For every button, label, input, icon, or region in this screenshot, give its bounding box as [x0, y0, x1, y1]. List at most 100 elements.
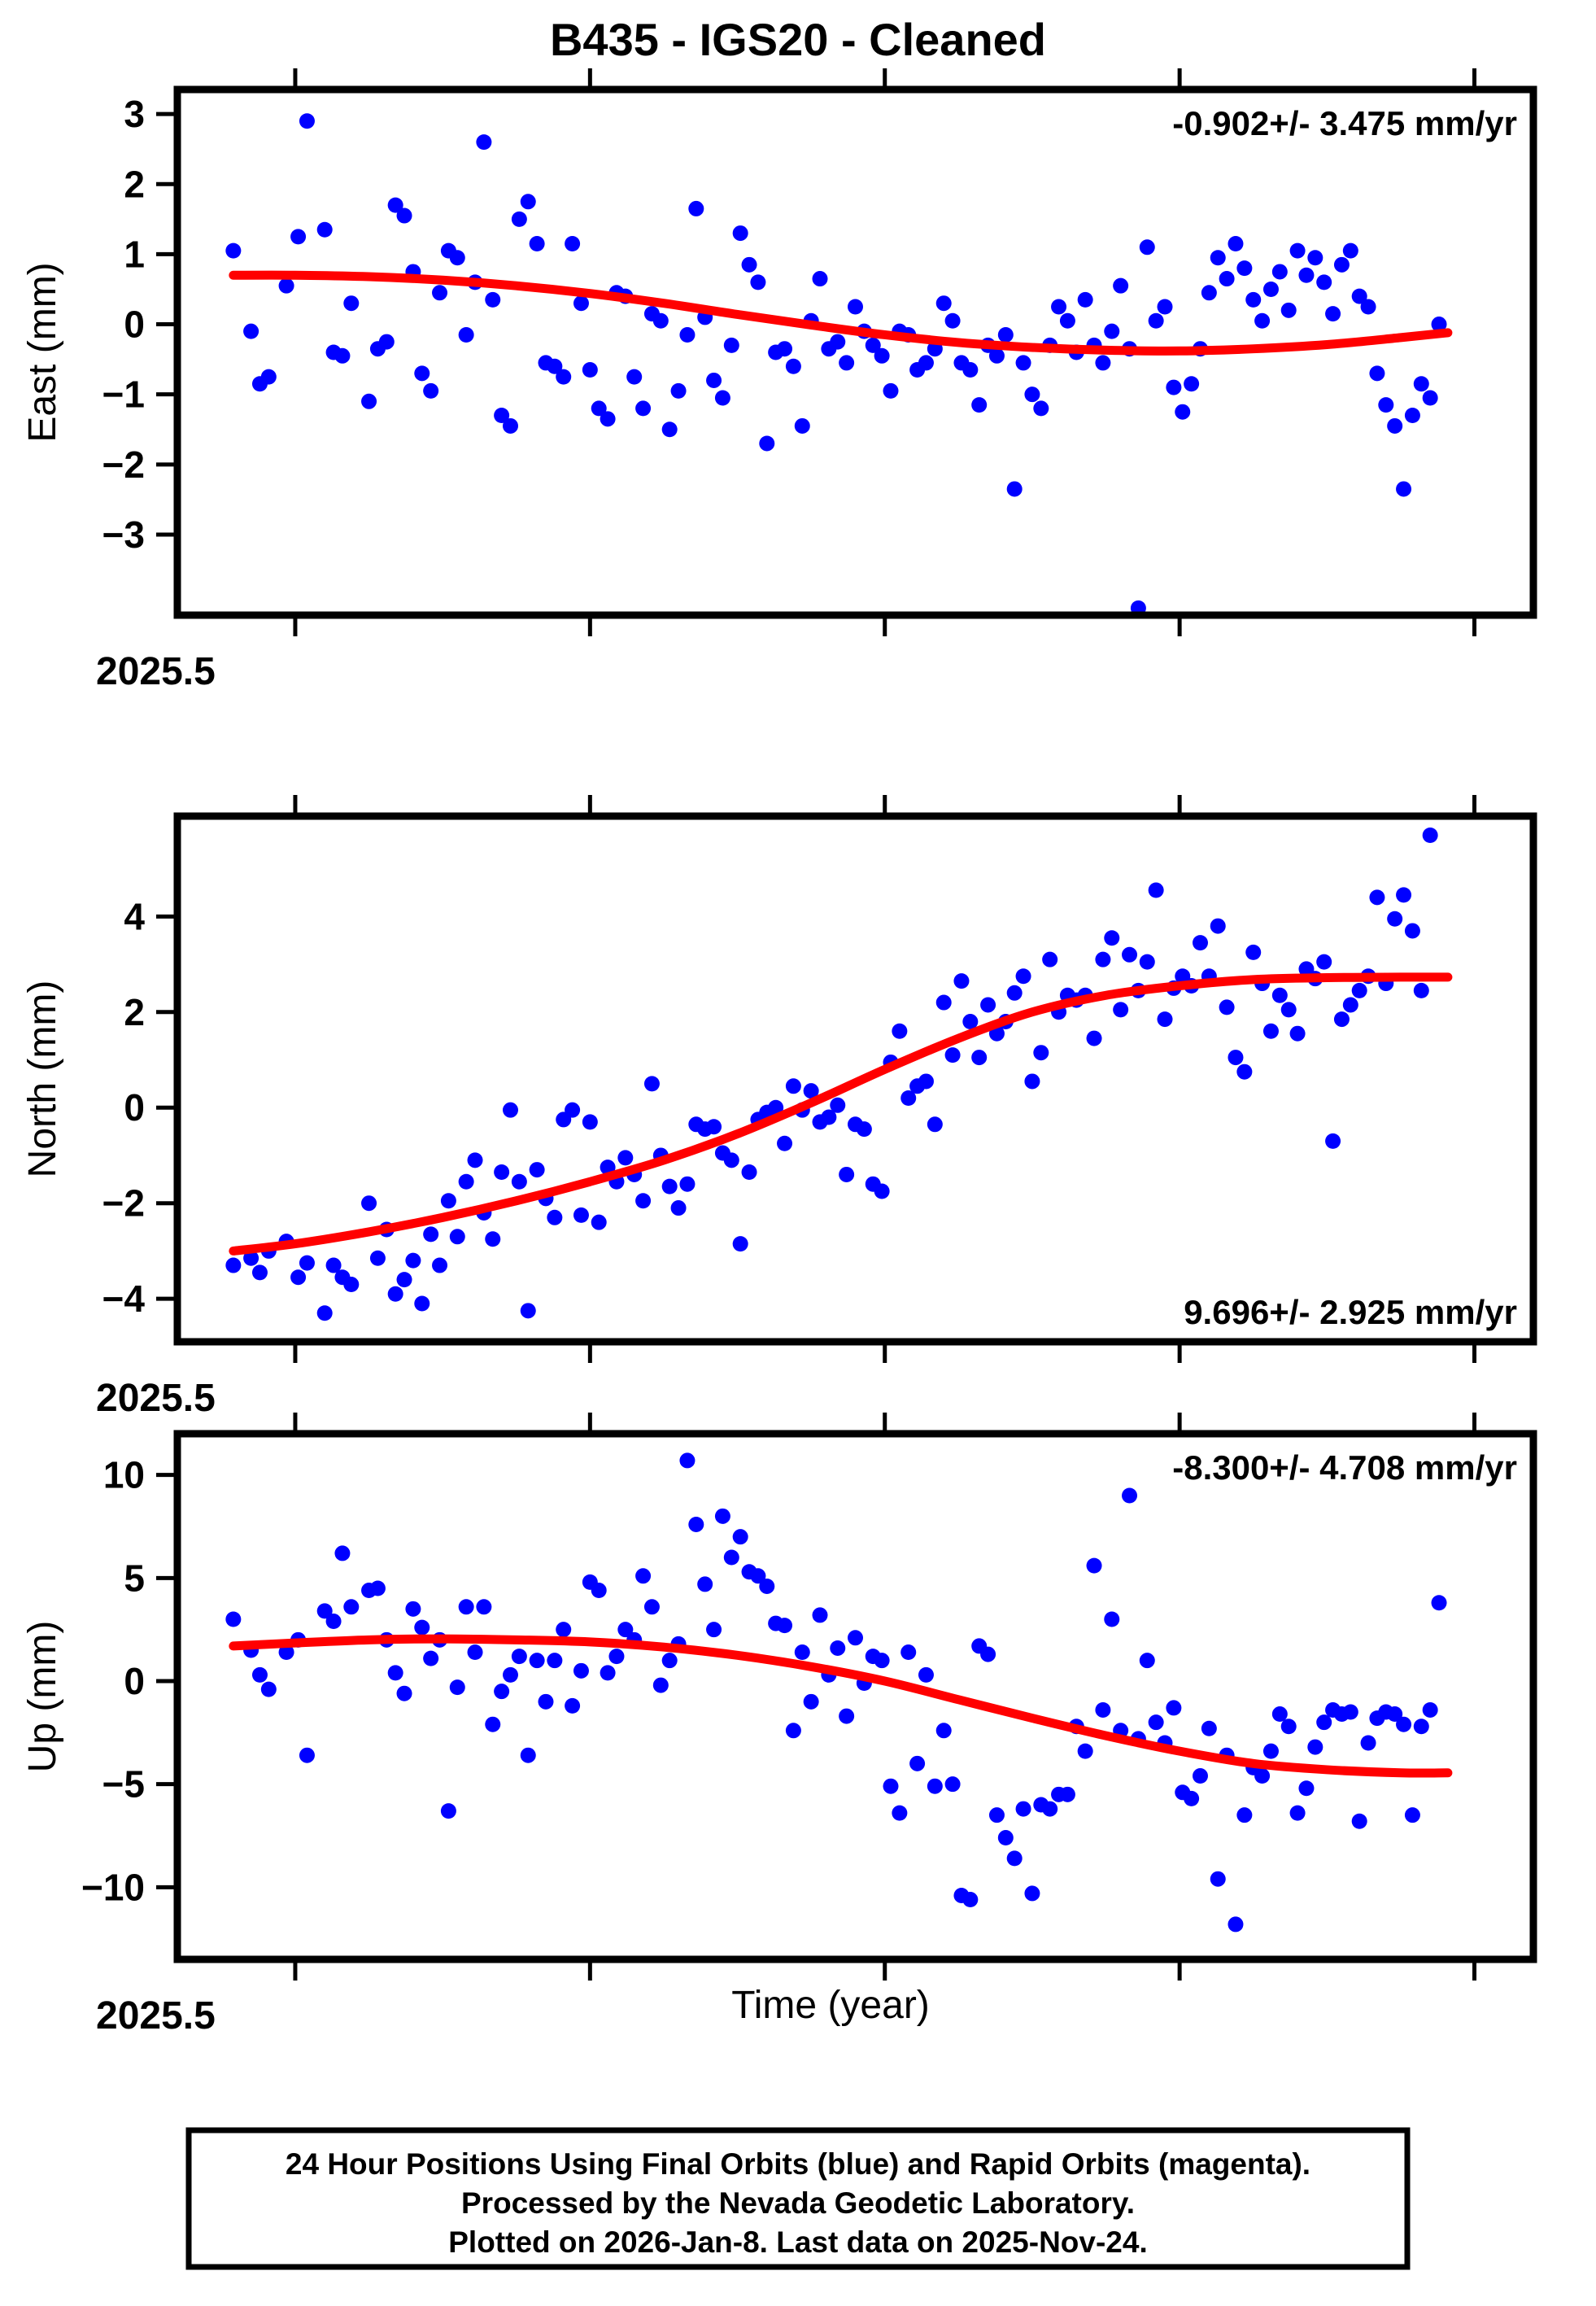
data-point [334, 347, 351, 364]
data-point [953, 973, 970, 989]
data-point [988, 1807, 1005, 1823]
panel-data-up [225, 1452, 1453, 1933]
data-point [225, 242, 242, 259]
data-point [918, 355, 934, 371]
data-point [600, 411, 616, 427]
y-tick-label-east: −1 [102, 373, 145, 416]
data-point [1059, 1786, 1075, 1802]
data-point [1440, 0, 1455, 8]
data-point [679, 1176, 696, 1192]
data-point [750, 1568, 766, 1584]
x-tick-label-north: 2025.5 [96, 1377, 216, 1420]
data-point [635, 1568, 652, 1584]
data-point [485, 291, 501, 308]
data-point [1369, 889, 1385, 906]
x-tick-label-up: 2025.5 [96, 1994, 216, 2037]
rate-annotation-up: -8.300+/- 4.708 mm/yr [1172, 1448, 1517, 1487]
data-point [1148, 882, 1164, 898]
data-point [547, 1653, 563, 1669]
data-point [343, 1277, 360, 1293]
data-point [635, 400, 652, 417]
data-point [1122, 946, 1138, 963]
data-point [1113, 1002, 1129, 1018]
data-point [1193, 1768, 1208, 1784]
caption-line-3: Plotted on 2026-Jan-8. Last data on 2025… [448, 2225, 1147, 2259]
data-point [1228, 1050, 1244, 1066]
y-tick-label-north: 2 [124, 991, 145, 1033]
data-point [458, 1173, 474, 1190]
data-point [278, 277, 294, 294]
data-point [1316, 274, 1332, 290]
data-point [706, 1119, 722, 1135]
data-point [688, 200, 704, 216]
data-point [670, 1200, 687, 1216]
data-point [1404, 923, 1420, 939]
data-point [1387, 1706, 1403, 1723]
data-point [467, 1644, 483, 1661]
data-point [1006, 481, 1023, 497]
data-point [741, 1164, 757, 1181]
data-point [1015, 1801, 1031, 1817]
data-point [405, 1252, 421, 1269]
y-tick-label-up: −5 [102, 1763, 145, 1806]
caption-line-1: 24 Hour Positions Using Final Orbits (bl… [286, 2147, 1310, 2181]
data-point [608, 1649, 625, 1665]
data-point [1086, 1030, 1102, 1046]
y-tick-label-north: −2 [102, 1182, 145, 1225]
data-point [1422, 1701, 1438, 1718]
y-tick-label-east: 3 [124, 93, 145, 135]
data-point [520, 194, 536, 210]
data-point [1351, 982, 1367, 998]
data-point [944, 1047, 961, 1063]
data-point [643, 1599, 660, 1615]
data-point [988, 347, 1005, 364]
data-point [378, 334, 395, 350]
data-point [1051, 299, 1067, 315]
data-point [697, 1576, 713, 1592]
data-point [1228, 1916, 1244, 1933]
data-point [449, 1679, 465, 1696]
data-point [565, 235, 581, 251]
data-point [369, 1580, 386, 1596]
data-point [723, 1549, 739, 1566]
data-point [458, 1599, 474, 1615]
data-point [1077, 291, 1093, 308]
data-point [316, 1305, 333, 1321]
data-point [1095, 355, 1111, 371]
data-point [1280, 1002, 1297, 1018]
data-point [1104, 1611, 1120, 1627]
data-point [423, 1226, 439, 1243]
data-point [369, 1250, 386, 1266]
data-point [299, 1255, 315, 1271]
data-point [290, 229, 307, 245]
data-point [414, 365, 430, 382]
y-tick-label-north: 4 [124, 895, 145, 937]
data-point [874, 1653, 890, 1669]
data-point [1228, 235, 1244, 251]
data-point [316, 221, 333, 238]
data-point [1387, 417, 1403, 434]
data-point [635, 1193, 652, 1209]
data-point [1342, 242, 1358, 259]
x-tick-label-east: 2025.5 [96, 650, 216, 693]
data-point [1236, 1063, 1253, 1080]
data-point [962, 362, 979, 378]
data-point [839, 1166, 855, 1182]
data-point [971, 397, 988, 413]
data-point [503, 417, 518, 434]
data-point [440, 1803, 456, 1819]
data-point [573, 1207, 589, 1223]
data-point [1396, 887, 1412, 903]
data-point [458, 326, 474, 343]
data-point [732, 1236, 748, 1252]
data-point [243, 1250, 259, 1266]
data-point [971, 1050, 988, 1066]
data-point [1369, 365, 1385, 382]
data-point [777, 341, 793, 357]
data-point [290, 1269, 307, 1286]
data-point [856, 1121, 872, 1138]
data-point [485, 1716, 501, 1732]
data-point [1210, 1871, 1226, 1887]
data-point [387, 1286, 403, 1302]
